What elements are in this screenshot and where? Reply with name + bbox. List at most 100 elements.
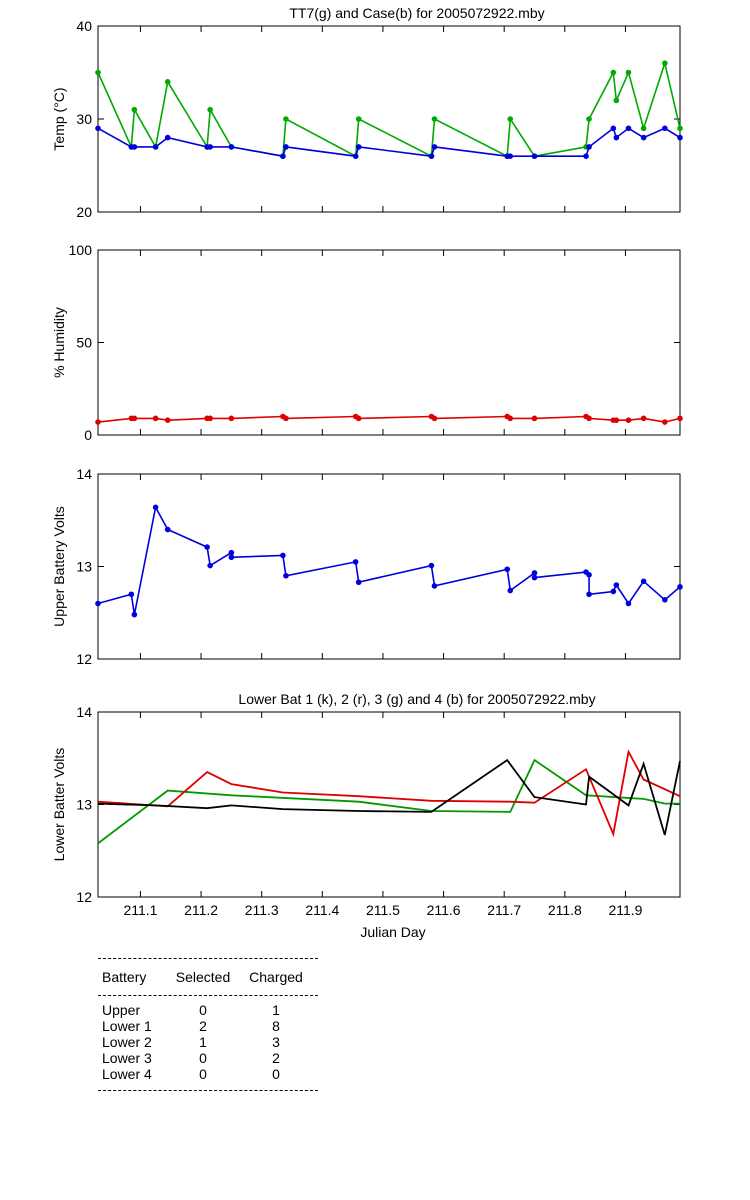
plot-frame	[97, 711, 681, 898]
y-tick-label: 30	[76, 111, 92, 127]
data-point	[504, 566, 511, 573]
cell-selected: 0	[199, 1002, 207, 1018]
data-point	[228, 415, 235, 422]
data-point	[283, 572, 289, 579]
plot-frame	[97, 473, 681, 660]
table-body: Upper 0 1 Lower 1 2 8 Lower 2 1 3 Lower …	[98, 996, 318, 1090]
cell-selected: 0	[199, 1050, 207, 1066]
data-point	[95, 69, 101, 76]
data-point	[207, 415, 213, 422]
data-point	[280, 153, 286, 159]
data-point	[507, 587, 514, 594]
cell-selected: 2	[199, 1018, 207, 1034]
y-axis-label: Lower Batter Volts	[51, 748, 67, 862]
cell-charged: 0	[272, 1066, 280, 1082]
table-rule-bottom	[98, 1090, 318, 1091]
cell-charged: 2	[272, 1050, 280, 1066]
y-tick-label: 14	[76, 704, 92, 720]
data-point	[613, 134, 620, 141]
data-point	[283, 144, 289, 150]
data-point	[507, 415, 514, 422]
y-tick-label: 13	[76, 559, 92, 575]
data-point	[207, 562, 213, 569]
header-selected: Selected	[175, 969, 231, 985]
data-point	[640, 134, 647, 141]
data-point	[586, 572, 592, 578]
series-line	[97, 504, 681, 615]
data-point	[531, 153, 538, 159]
x-tick-label: 211.1	[123, 902, 157, 918]
x-tick-label: 211.5	[366, 902, 400, 918]
data-point	[204, 544, 210, 550]
data-point	[531, 574, 538, 581]
data-point	[662, 60, 668, 66]
data-point	[677, 415, 683, 422]
data-point	[677, 125, 683, 132]
data-point	[662, 419, 668, 425]
x-axis-label: Julian Day	[360, 924, 425, 940]
data-point	[625, 600, 632, 607]
y-tick-label: 12	[76, 889, 92, 905]
data-point	[164, 526, 171, 533]
y-tick-label: 50	[76, 335, 92, 351]
data-point	[610, 69, 617, 76]
table-row: Lower 1 2 8	[98, 1018, 318, 1034]
data-point	[95, 419, 101, 425]
data-point	[228, 549, 235, 556]
series-line	[97, 758, 680, 845]
data-point	[207, 106, 213, 113]
y-tick-label: 40	[76, 18, 92, 34]
data-point	[355, 116, 362, 122]
data-point	[625, 417, 632, 424]
data-point	[164, 134, 171, 141]
table-row: Lower 4 0 0	[98, 1066, 318, 1082]
data-point	[355, 415, 362, 422]
x-tick-label: 211.6	[427, 902, 461, 918]
series-line	[97, 415, 681, 423]
data-point	[355, 579, 362, 586]
data-point	[152, 504, 159, 511]
chart-title: TT7(g) and Case(b) for 2005072922.mby	[289, 5, 544, 21]
cell-charged: 1	[272, 1002, 280, 1018]
table-row: Lower 2 1 3	[98, 1034, 318, 1050]
cell-battery: Lower 4	[102, 1066, 152, 1082]
y-axis-label: % Humidity	[51, 307, 67, 378]
cell-battery: Lower 1	[102, 1018, 152, 1034]
data-point	[428, 153, 435, 159]
data-point	[662, 597, 668, 603]
data-point	[586, 415, 592, 422]
data-point	[428, 562, 435, 569]
cell-battery: Upper	[102, 1002, 141, 1018]
cell-charged: 8	[272, 1018, 280, 1034]
series-line	[97, 126, 681, 158]
x-tick-label: 211.3	[245, 902, 279, 918]
data-point	[228, 144, 235, 150]
data-point	[431, 144, 438, 150]
data-point	[507, 153, 514, 159]
data-point	[164, 417, 171, 424]
data-point	[207, 144, 213, 150]
data-point	[640, 125, 647, 132]
table-row: Upper 0 1	[98, 1002, 318, 1018]
data-point	[228, 554, 235, 561]
data-point	[95, 600, 101, 607]
data-point	[431, 415, 438, 422]
data-point	[355, 144, 362, 150]
data-point	[662, 125, 668, 132]
data-point	[677, 134, 683, 141]
y-axis-label: Upper Battery Volts	[51, 506, 67, 627]
y-tick-label: 0	[84, 427, 92, 443]
header-charged: Charged	[249, 969, 303, 985]
data-point	[531, 570, 538, 576]
table-header: Battery Selected Charged	[98, 959, 318, 995]
data-point	[431, 583, 438, 589]
data-point	[164, 79, 171, 85]
y-axis-label: Temp (°C)	[51, 87, 67, 150]
data-point	[283, 415, 289, 422]
y-tick-label: 12	[76, 651, 92, 667]
x-tick-label: 211.2	[184, 902, 218, 918]
data-point	[131, 415, 138, 422]
table-rule-top	[98, 958, 318, 959]
data-point	[283, 116, 289, 122]
